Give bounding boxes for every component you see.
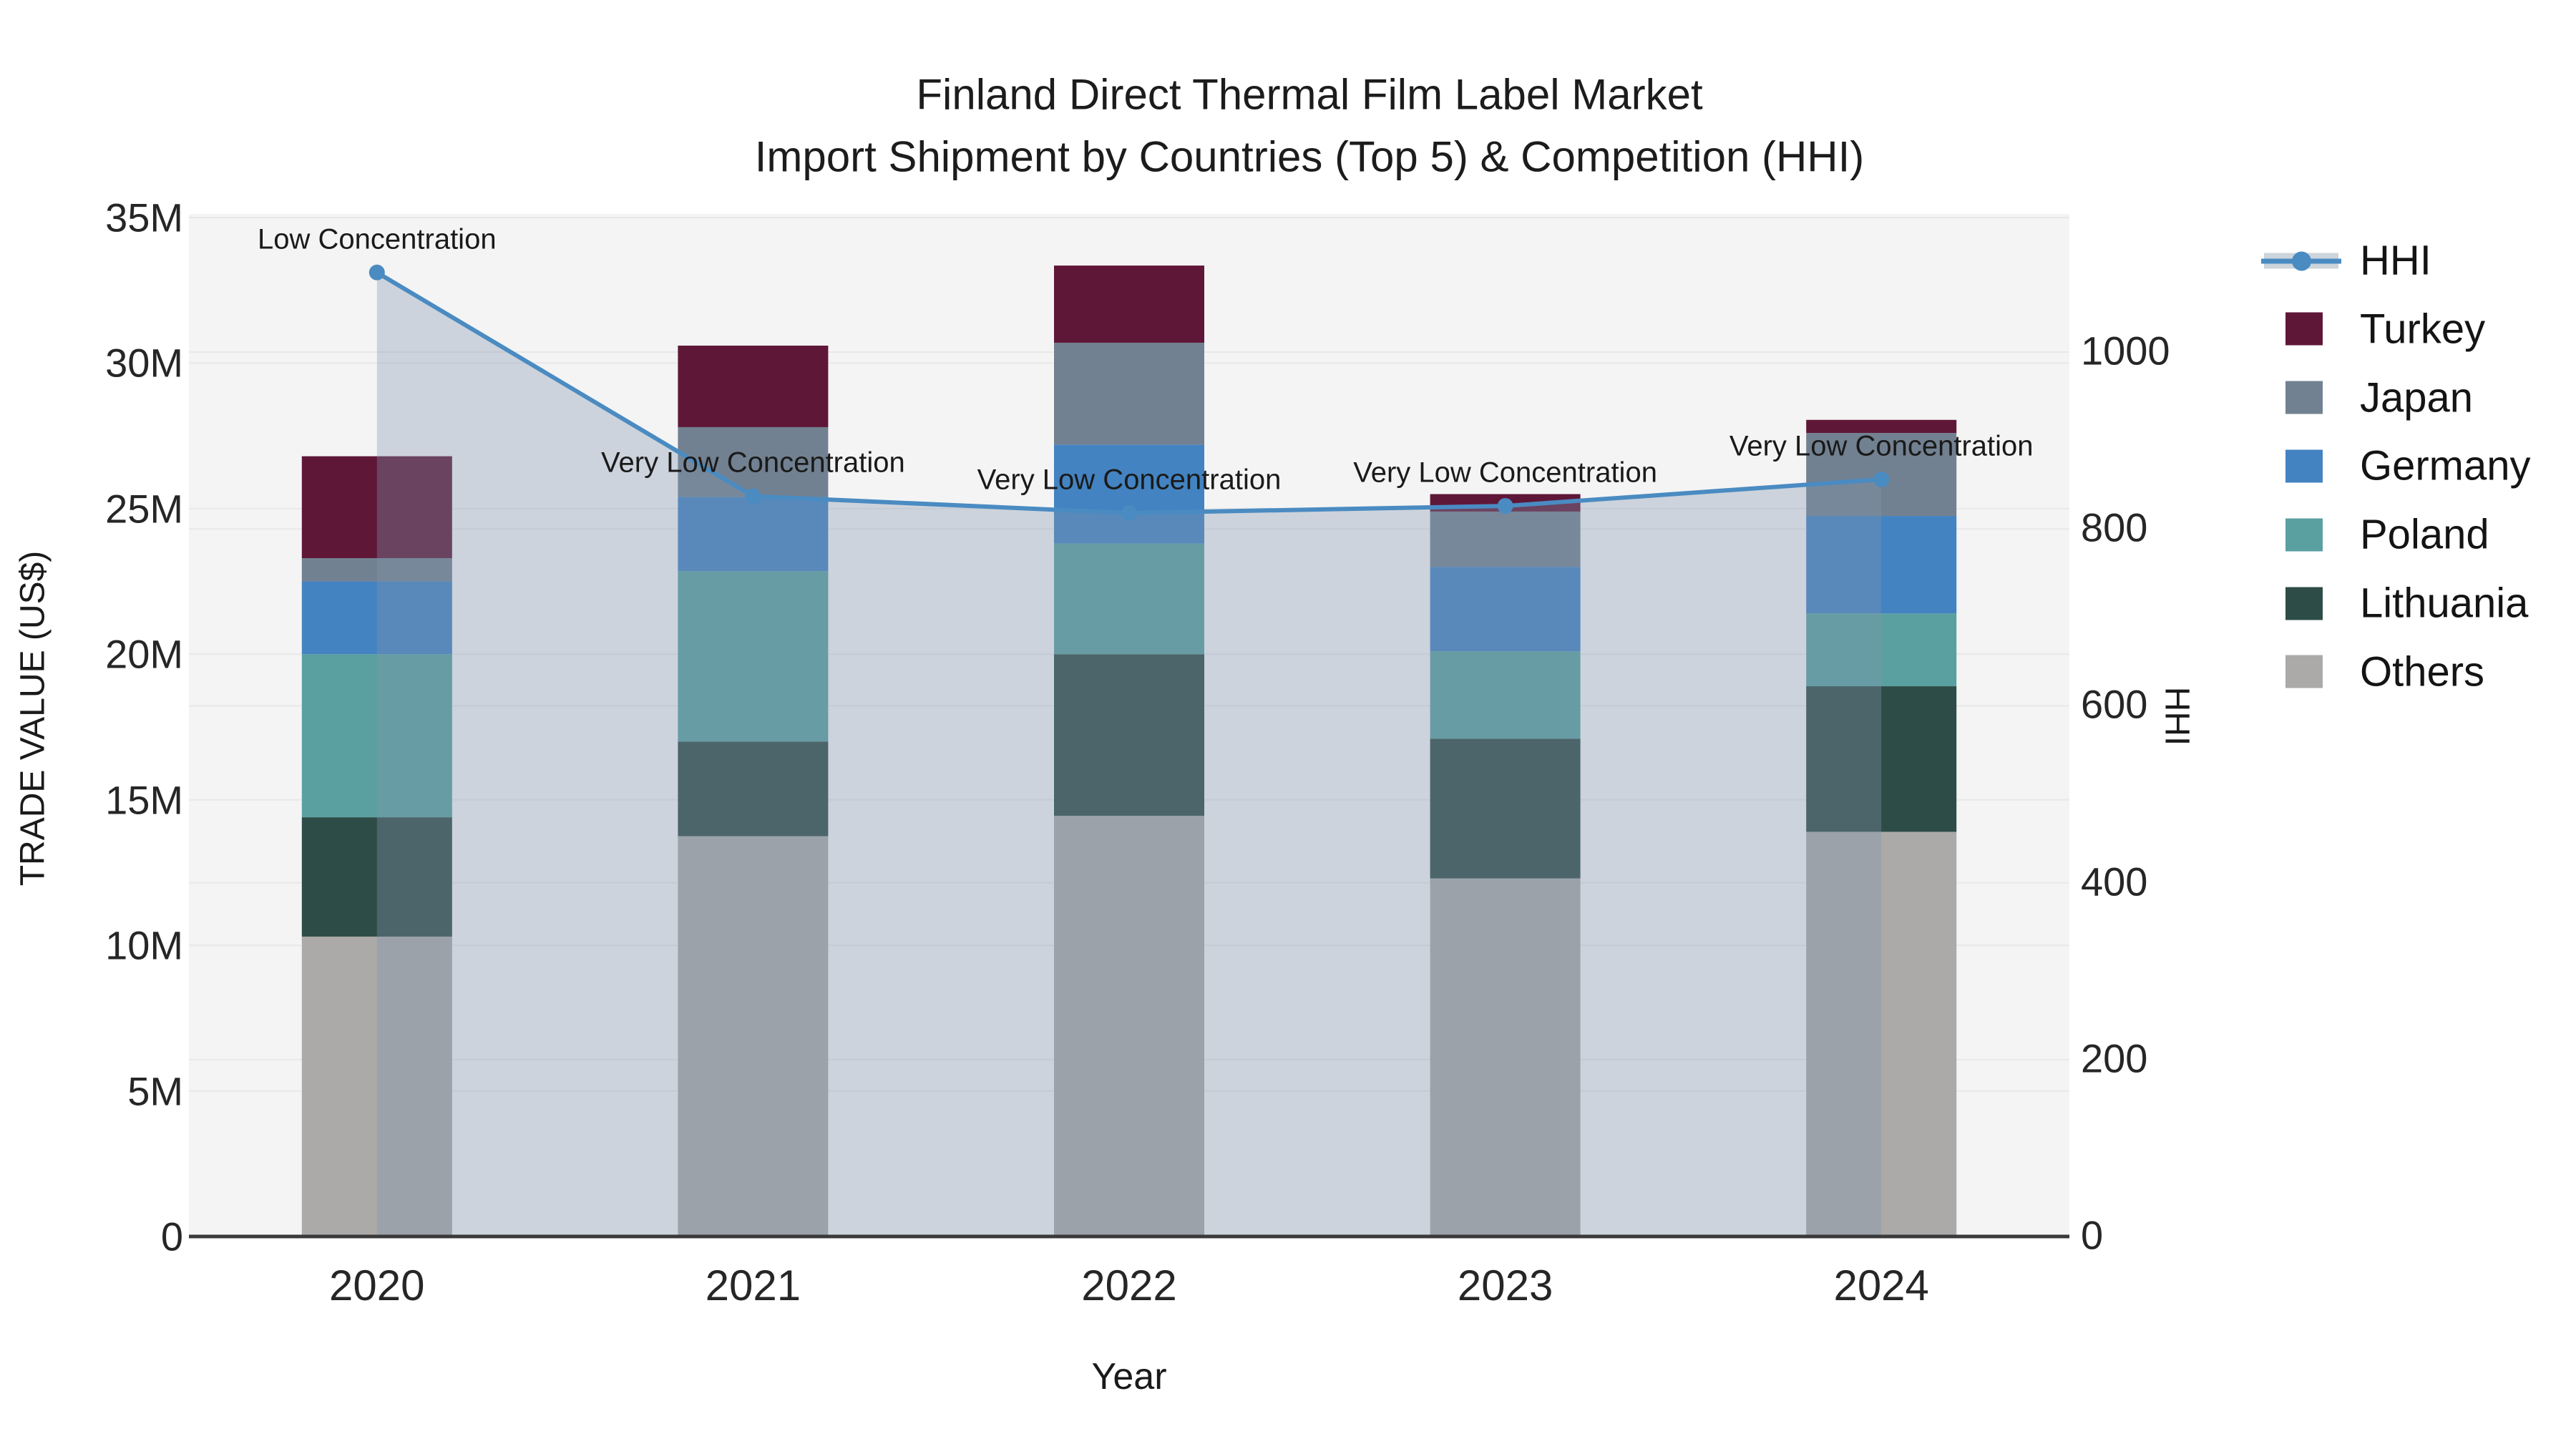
legend-swatch-icon	[2261, 654, 2347, 690]
legend-item-lithuania: Lithuania	[2261, 580, 2528, 628]
y-axis-left-tick-35M: 35M	[105, 195, 183, 240]
y-axis-left-tick-10M: 10M	[105, 922, 183, 968]
bar-segment-others-2023	[1430, 878, 1581, 1236]
bar-segment-turkey-2024	[1806, 419, 1957, 434]
annotation-2024: Very Low Concentration	[1729, 430, 2034, 462]
bar-segment-germany-2022	[1054, 444, 1204, 544]
annotation-2020: Low Concentration	[258, 223, 497, 255]
bar-segment-lithuania-2024	[1806, 686, 1957, 832]
bar-segment-poland-2024	[1806, 613, 1957, 687]
legend-swatch-icon	[2261, 517, 2347, 552]
y-axis-right-tick-200: 200	[2081, 1035, 2148, 1081]
y-axis-left-tick-15M: 15M	[105, 777, 183, 823]
bar-segment-poland-2020	[301, 654, 452, 818]
legend-swatch-japan	[2285, 381, 2323, 414]
legend-line-dot	[2292, 251, 2311, 270]
y-axis-right-tick-600: 600	[2081, 681, 2148, 727]
bar-segment-germany-2021	[678, 497, 829, 572]
legend-item-poland: Poland	[2261, 511, 2489, 559]
y-axis-left-tick-5M: 5M	[127, 1068, 183, 1114]
bar-segment-poland-2023	[1430, 651, 1581, 739]
x-axis-tick-2020: 2020	[329, 1262, 425, 1309]
bar-segment-poland-2021	[678, 571, 829, 742]
y-axis-title-left: TRADE VALUE (US$)	[14, 550, 52, 887]
bar-segment-germany-2024	[1806, 516, 1957, 614]
bar-segment-japan-2023	[1430, 511, 1581, 567]
y-axis-right-tick-1000: 1000	[2081, 328, 2170, 374]
hhi-marker-2024	[1873, 471, 1890, 487]
chart-title-line1: Finland Direct Thermal Film Label Market	[916, 70, 1703, 119]
bar-segment-turkey-2022	[1054, 265, 1204, 343]
chart-title-line2: Import Shipment by Countries (Top 5) & C…	[754, 132, 1865, 181]
legend-swatch-icon	[2261, 585, 2347, 621]
bar-segment-lithuania-2020	[301, 817, 452, 937]
bar-segment-lithuania-2023	[1430, 738, 1581, 879]
x-axis-tick-2022: 2022	[1081, 1262, 1177, 1309]
legend-swatch-turkey	[2285, 312, 2323, 346]
legend-item-germany: Germany	[2261, 442, 2531, 490]
y-axis-left-tick-25M: 25M	[105, 486, 183, 532]
y-axis-left-tick-0: 0	[160, 1214, 183, 1259]
hhi-marker-2022	[1121, 504, 1137, 521]
legend-item-japan: Japan	[2261, 374, 2473, 421]
bar-segment-turkey-2020	[301, 456, 452, 559]
hhi-marker-2023	[1497, 498, 1513, 514]
bar-segment-poland-2022	[1054, 543, 1204, 655]
x-axis-tick-2023: 2023	[1457, 1262, 1553, 1309]
legend-label: Others	[2360, 648, 2485, 696]
legend-label: Poland	[2360, 511, 2489, 558]
annotation-2021: Very Low Concentration	[601, 447, 905, 479]
legend-item-hhi: HHI	[2261, 237, 2431, 285]
bar-segment-lithuania-2021	[678, 741, 829, 836]
y-axis-right-tick-800: 800	[2081, 504, 2148, 550]
bar-segment-germany-2020	[301, 581, 452, 655]
bar-segment-germany-2023	[1430, 567, 1581, 652]
legend-label: Japan	[2360, 374, 2474, 421]
bar-segment-turkey-2021	[678, 346, 829, 427]
legend-swatch-others	[2285, 655, 2323, 688]
bar-segment-lithuania-2022	[1054, 654, 1204, 816]
legend-item-others: Others	[2261, 648, 2484, 696]
legend-swatch-icon	[2261, 311, 2347, 347]
legend-label: Lithuania	[2360, 580, 2529, 627]
x-axis-tick-2021: 2021	[705, 1262, 801, 1309]
annotation-2022: Very Low Concentration	[977, 464, 1282, 496]
legend-label: Turkey	[2360, 306, 2486, 353]
x-axis-title: Year	[1091, 1356, 1167, 1397]
legend-label: HHI	[2360, 237, 2431, 284]
legend-swatch-icon	[2261, 380, 2347, 416]
bar-segment-others-2024	[1806, 831, 1957, 1236]
x-axis-tick-2024: 2024	[1833, 1262, 1929, 1309]
legend-swatch-germany	[2285, 449, 2323, 483]
legend-label: Germany	[2360, 442, 2531, 489]
y-axis-left-tick-30M: 30M	[105, 340, 183, 386]
legend-item-turkey: Turkey	[2261, 305, 2485, 353]
bar-segment-japan-2021	[678, 426, 829, 497]
bar-segment-japan-2022	[1054, 342, 1204, 445]
legend-swatch-poland	[2285, 518, 2323, 552]
bar-segment-others-2020	[301, 936, 452, 1236]
y-axis-right-tick-0: 0	[2081, 1212, 2104, 1258]
annotation-2023: Very Low Concentration	[1353, 457, 1657, 489]
y-axis-title-right: HHI	[2157, 686, 2196, 746]
hhi-marker-2021	[745, 488, 761, 504]
hhi-marker-2020	[369, 264, 385, 280]
bar-segment-others-2022	[1054, 816, 1204, 1236]
y-axis-left-tick-20M: 20M	[105, 631, 183, 677]
legend-line-sample-icon	[2261, 243, 2347, 278]
legend-swatch-lithuania	[2285, 587, 2323, 620]
legend-swatch-icon	[2261, 448, 2347, 484]
bar-segment-others-2021	[678, 836, 829, 1236]
y-axis-right-tick-400: 400	[2081, 859, 2148, 904]
bar-segment-japan-2020	[301, 558, 452, 582]
